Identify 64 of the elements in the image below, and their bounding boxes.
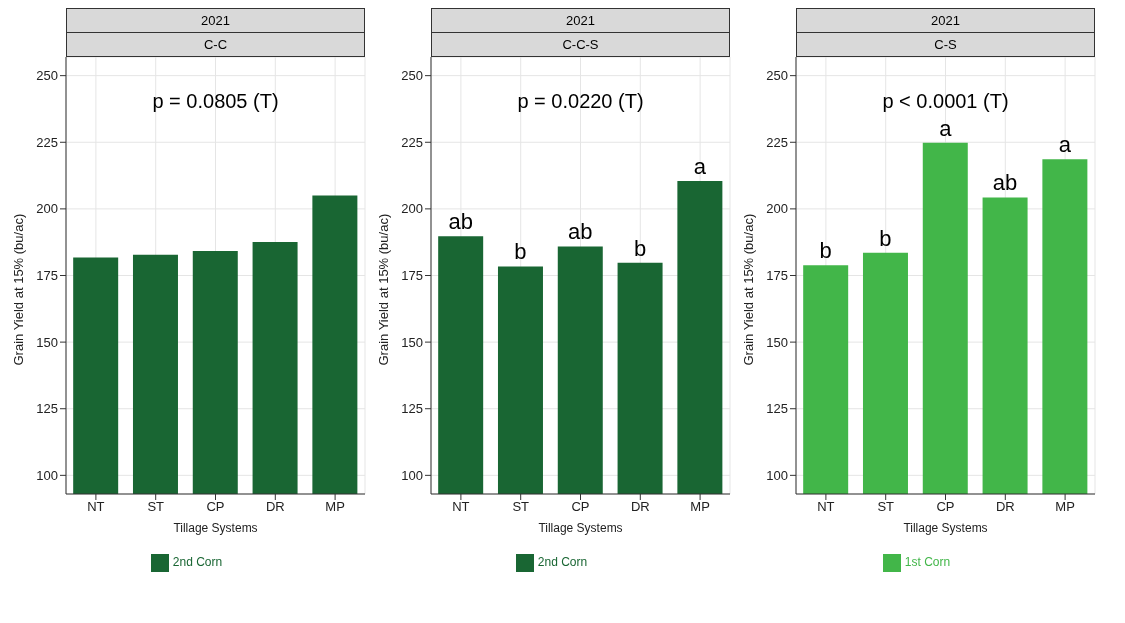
y-axis-title: Grain Yield at 15% (bu/ac) bbox=[375, 213, 391, 366]
x-tick-label: CP bbox=[571, 499, 590, 515]
y-tick-label: 225 bbox=[36, 134, 58, 150]
x-tick-label: MP bbox=[690, 499, 710, 515]
data-label: a bbox=[693, 153, 707, 179]
x-tick-label: NT bbox=[817, 499, 835, 515]
annotation: p = 0.0805 (T) bbox=[151, 90, 280, 113]
x-tick-label: NT bbox=[452, 499, 470, 515]
annotation: p = 0.0220 (T) bbox=[516, 90, 645, 113]
y-tick-label: 200 bbox=[401, 201, 423, 217]
data-label: a bbox=[939, 115, 953, 141]
data-label: ab bbox=[992, 170, 1018, 196]
y-tick-label: 100 bbox=[766, 467, 788, 483]
x-tick-label: DR bbox=[630, 499, 650, 515]
y-tick-label: 150 bbox=[401, 334, 423, 350]
y-tick-label: 200 bbox=[36, 201, 58, 217]
y-tick-label: 125 bbox=[766, 401, 788, 417]
legend-label: 2nd Corn bbox=[537, 555, 588, 570]
x-axis-title: Tillage Systems bbox=[173, 521, 258, 535]
y-tick-label: 125 bbox=[401, 401, 423, 417]
chart-subtitle: C-C-S bbox=[431, 33, 730, 57]
x-tick-label: CP bbox=[936, 499, 955, 515]
data-label: ab bbox=[568, 219, 593, 245]
data-label: ab bbox=[448, 209, 473, 235]
y-tick-label: 100 bbox=[36, 467, 58, 483]
data-label: b bbox=[633, 235, 647, 261]
x-tick-label: ST bbox=[512, 499, 530, 515]
data-label: a bbox=[1058, 132, 1072, 158]
annotation: p < 0.0001 (T) bbox=[881, 90, 1010, 113]
y-tick-label: 250 bbox=[766, 68, 788, 84]
data-label: b bbox=[819, 238, 832, 264]
y-tick-label: 175 bbox=[401, 268, 423, 284]
x-tick-label: ST bbox=[877, 499, 895, 515]
chart-title: 2021 bbox=[66, 8, 365, 33]
x-axis-title: Tillage Systems bbox=[903, 521, 988, 535]
y-tick-label: 250 bbox=[401, 68, 423, 84]
x-axis-title: Tillage Systems bbox=[538, 521, 623, 535]
chart-title: 2021 bbox=[796, 8, 1095, 33]
y-tick-label: 250 bbox=[36, 68, 58, 84]
chart-title: 2021 bbox=[431, 8, 730, 33]
y-tick-label: 225 bbox=[766, 134, 788, 150]
data-label: b bbox=[514, 239, 527, 265]
x-tick-label: MP bbox=[1055, 499, 1075, 515]
y-tick-label: 175 bbox=[36, 268, 58, 284]
y-axis-title: Grain Yield at 15% (bu/ac) bbox=[740, 213, 756, 366]
y-tick-label: 200 bbox=[766, 201, 788, 217]
x-tick-label: DR bbox=[265, 499, 285, 515]
chart-subtitle: C-C bbox=[66, 33, 365, 57]
x-tick-label: MP bbox=[325, 499, 345, 515]
data-label: b bbox=[879, 225, 892, 251]
x-tick-label: CP bbox=[206, 499, 225, 515]
chart-subtitle: C-S bbox=[796, 33, 1095, 57]
y-axis-title: Grain Yield at 15% (bu/ac) bbox=[10, 213, 26, 366]
x-tick-label: DR bbox=[995, 499, 1015, 515]
legend-label: 1st Corn bbox=[904, 555, 951, 570]
y-tick-label: 225 bbox=[401, 134, 423, 150]
y-tick-label: 125 bbox=[36, 401, 58, 417]
x-tick-label: ST bbox=[147, 499, 165, 515]
y-tick-label: 150 bbox=[766, 334, 788, 350]
y-tick-label: 150 bbox=[36, 334, 58, 350]
legend-label: 2nd Corn bbox=[172, 555, 223, 570]
x-tick-label: NT bbox=[87, 499, 105, 515]
y-tick-label: 175 bbox=[766, 268, 788, 284]
y-tick-label: 100 bbox=[401, 467, 423, 483]
